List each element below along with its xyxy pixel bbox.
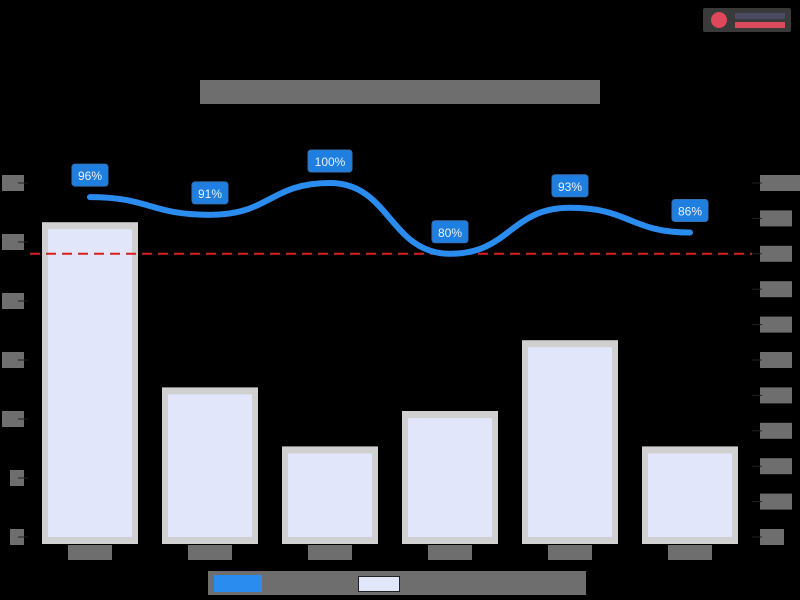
right-axis-tick-label — [760, 175, 800, 191]
left-axis-tick-label — [2, 293, 24, 309]
left-axis-tick-label — [2, 175, 24, 191]
left-axis-tick-label — [10, 470, 24, 486]
data-label-text: 91% — [198, 187, 222, 201]
right-axis-tick-label — [760, 529, 784, 545]
bar[interactable] — [408, 418, 492, 537]
legend — [208, 571, 586, 595]
right-axis-tick-label — [760, 387, 792, 404]
line-series — [87, 179, 693, 257]
bar[interactable] — [648, 453, 732, 537]
left-axis-tick-label — [2, 411, 24, 427]
data-label-text: 100% — [315, 155, 346, 169]
left-axis-tick-label — [10, 529, 24, 545]
left-axis-tick-label — [2, 234, 24, 250]
data-label — [71, 163, 109, 187]
data-label — [191, 181, 229, 205]
logo-mark-icon — [711, 12, 727, 28]
right-axis-tick-label — [760, 210, 792, 227]
bar[interactable] — [168, 394, 252, 537]
bar[interactable] — [288, 453, 372, 537]
data-label — [671, 199, 709, 223]
logo-text — [735, 13, 785, 19]
data-label-text: 80% — [438, 226, 462, 240]
right-axis-tick-label — [760, 316, 792, 333]
data-label-text: 93% — [558, 180, 582, 194]
data-label-text: 86% — [678, 205, 702, 219]
category-label — [428, 545, 472, 560]
left-axis-tick-label — [2, 352, 24, 368]
legend-swatch-line[interactable] — [214, 575, 262, 592]
category-label — [548, 545, 592, 560]
logo-subtext — [735, 22, 785, 28]
bar[interactable] — [48, 229, 132, 537]
category-label — [188, 545, 232, 560]
data-label — [551, 174, 589, 198]
right-axis-tick-label — [760, 422, 792, 439]
data-label — [307, 149, 353, 173]
category-label — [308, 545, 352, 560]
bar[interactable] — [528, 347, 612, 537]
data-label — [431, 220, 469, 244]
data-label-text: 96% — [78, 169, 102, 183]
right-axis-tick-label — [760, 458, 792, 475]
brand-logo — [703, 8, 791, 32]
right-axis-tick-label — [760, 281, 792, 298]
right-axis-tick-label — [760, 245, 792, 262]
chart-title — [200, 80, 600, 104]
legend-swatch-bar[interactable] — [358, 576, 400, 592]
category-label — [68, 545, 112, 560]
right-axis-tick-label — [760, 352, 792, 368]
right-axis-tick-label — [760, 493, 792, 510]
category-label — [668, 545, 712, 560]
